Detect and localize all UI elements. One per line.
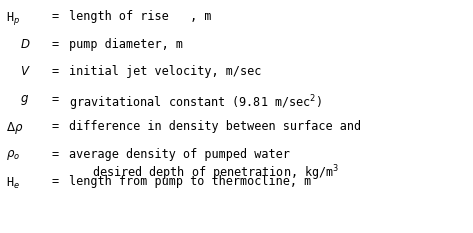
Text: =: = <box>51 10 58 24</box>
Text: =: = <box>51 93 58 106</box>
Text: =: = <box>51 38 58 51</box>
Text: desired depth of penetration, kg/m$^3$: desired depth of penetration, kg/m$^3$ <box>92 163 340 183</box>
Text: $D$: $D$ <box>20 38 30 51</box>
Text: $V$: $V$ <box>20 65 31 79</box>
Text: gravitational constant (9.81 m/sec$^2$): gravitational constant (9.81 m/sec$^2$) <box>69 93 322 113</box>
Text: =: = <box>51 120 58 134</box>
Text: =: = <box>51 148 58 161</box>
Text: $g$: $g$ <box>20 93 29 107</box>
Text: =: = <box>51 175 58 188</box>
Text: length from pump to thermocline, m: length from pump to thermocline, m <box>69 175 311 188</box>
Text: initial jet velocity, m/sec: initial jet velocity, m/sec <box>69 65 261 79</box>
Text: H$_p$: H$_p$ <box>6 10 20 27</box>
Text: $\Delta\rho$: $\Delta\rho$ <box>6 120 23 137</box>
Text: H$_e$: H$_e$ <box>6 175 19 191</box>
Text: =: = <box>51 65 58 79</box>
Text: average density of pumped water: average density of pumped water <box>69 148 289 161</box>
Text: pump diameter, m: pump diameter, m <box>69 38 183 51</box>
Text: difference in density between surface and: difference in density between surface an… <box>69 120 361 134</box>
Text: length of rise   , m: length of rise , m <box>69 10 211 24</box>
Text: $\rho_o$: $\rho_o$ <box>6 148 20 162</box>
